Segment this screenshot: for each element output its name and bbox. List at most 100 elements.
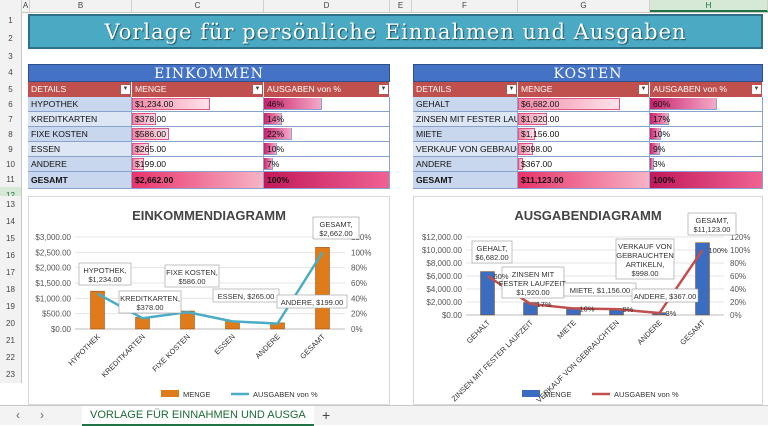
costs-header-details[interactable]: DETAILS ▼ <box>413 82 518 97</box>
row-label[interactable]: ESSEN <box>28 142 132 157</box>
row-header[interactable]: 6 <box>0 97 22 112</box>
table-row[interactable]: ANDERE $199.00 7% <box>28 157 390 172</box>
filter-dropdown-icon[interactable]: ▼ <box>253 85 262 94</box>
row-header[interactable]: 11 <box>0 172 22 187</box>
column-header-h[interactable]: H <box>650 0 768 12</box>
row-amount[interactable]: $378.00 <box>132 112 264 127</box>
row-label[interactable]: GEHALT <box>413 97 518 112</box>
income-header-amount[interactable]: MENGE ▼ <box>132 82 264 97</box>
filter-dropdown-icon[interactable]: ▼ <box>639 85 648 94</box>
sheet-tab-active[interactable]: VORLAGE FÜR EINNAHMEN UND AUSGA <box>82 406 314 426</box>
row-header[interactable]: 10 <box>0 157 22 172</box>
row-header[interactable]: 5 <box>0 82 22 97</box>
column-header-b[interactable]: B <box>30 0 132 12</box>
row-amount[interactable]: $1,234.00 <box>132 97 264 112</box>
row-header[interactable]: 14 <box>0 213 22 230</box>
row-amount[interactable]: $367.00 <box>518 157 650 172</box>
row-header[interactable]: 23 <box>0 366 22 383</box>
row-percent[interactable]: 22% <box>264 127 390 142</box>
row-header[interactable]: 16 <box>0 247 22 264</box>
row-header[interactable]: 2 <box>0 29 22 49</box>
row-percent[interactable]: 17% <box>650 112 763 127</box>
filter-dropdown-icon[interactable]: ▼ <box>507 85 516 94</box>
row-header[interactable]: 8 <box>0 127 22 142</box>
column-header-a[interactable]: A <box>22 0 30 12</box>
row-amount[interactable]: $265.00 <box>132 142 264 157</box>
row-percent[interactable]: 10% <box>264 142 390 157</box>
row-amount[interactable]: $1,156.00 <box>518 127 650 142</box>
row-header[interactable]: 13 <box>0 196 22 213</box>
percent-databar <box>650 143 661 155</box>
table-row[interactable]: FIXE KOSTEN $586.00 22% <box>28 127 390 142</box>
income-total-percent[interactable]: 100% <box>264 172 390 189</box>
row-header[interactable]: 20 <box>0 315 22 332</box>
costs-chart[interactable]: AUSGABENDIAGRAMM $0.00 $2,000.00 $4,000.00 $… <box>413 196 763 405</box>
costs-total-amount[interactable]: $11,123.00 <box>518 172 650 189</box>
row-percent[interactable]: 14% <box>264 112 390 127</box>
next-sheet-icon[interactable]: › <box>40 408 44 422</box>
table-row[interactable]: VERKAUF VON GEBRAUCHTEN ARTIKELN$998.00 9… <box>413 142 763 157</box>
costs-total-row[interactable]: GESAMT $11,123.00 100% <box>413 172 763 189</box>
add-sheet-button[interactable]: + <box>322 407 331 423</box>
row-label[interactable]: KREDITKARTEN <box>28 112 132 127</box>
income-header-details[interactable]: DETAILS ▼ <box>28 82 132 97</box>
row-label[interactable]: MIETE <box>413 127 518 142</box>
income-chart[interactable]: EINKOMMENDIAGRAMM $0.00 $500.00 $1,000.00 $1… <box>28 196 390 405</box>
row-header[interactable]: 18 <box>0 281 22 298</box>
table-row[interactable]: MIETE $1,156.00 10% <box>413 127 763 142</box>
select-all-corner[interactable] <box>0 0 22 12</box>
row-label[interactable]: HYPOTHEK <box>28 97 132 112</box>
row-percent[interactable]: 60% <box>650 97 763 112</box>
costs-header-percent[interactable]: AUSGABEN von % ▼ <box>650 82 763 97</box>
filter-dropdown-icon[interactable]: ▼ <box>752 85 761 94</box>
prev-sheet-icon[interactable]: ‹ <box>16 408 20 422</box>
column-header-f[interactable]: F <box>412 0 518 12</box>
y2-tick-label: 100% <box>730 246 750 255</box>
row-amount[interactable]: $6,682.00 <box>518 97 650 112</box>
costs-total-percent[interactable]: 100% <box>650 172 763 189</box>
row-percent[interactable]: 10% <box>650 127 763 142</box>
row-header[interactable]: 3 <box>0 49 22 64</box>
filter-dropdown-icon[interactable]: ▼ <box>121 85 130 94</box>
row-header[interactable]: 22 <box>0 349 22 366</box>
row-label[interactable]: VERKAUF VON GEBRAUCHTEN ARTIKELN <box>413 142 518 157</box>
row-label[interactable]: ANDERE <box>28 157 132 172</box>
row-amount[interactable]: $998.00 <box>518 142 650 157</box>
table-row[interactable]: KREDITKARTEN $378.00 14% <box>28 112 390 127</box>
row-header[interactable]: 17 <box>0 264 22 281</box>
row-amount[interactable]: $586.00 <box>132 127 264 142</box>
row-label[interactable]: FIXE KOSTEN <box>28 127 132 142</box>
row-percent[interactable]: 3% <box>650 157 763 172</box>
row-header[interactable]: 7 <box>0 112 22 127</box>
row-amount[interactable]: $1,920.00 <box>518 112 650 127</box>
row-amount[interactable]: $199.00 <box>132 157 264 172</box>
row-percent[interactable]: 9% <box>650 142 763 157</box>
row-header[interactable]: 4 <box>0 64 22 82</box>
income-total-row[interactable]: GESAMT $2,662.00 100% <box>28 172 390 189</box>
column-header-g[interactable]: G <box>518 0 650 12</box>
table-row[interactable]: ESSEN $265.00 10% <box>28 142 390 157</box>
costs-header-amount[interactable]: MENGE ▼ <box>518 82 650 97</box>
row-percent[interactable]: 7% <box>264 157 390 172</box>
income-total-amount[interactable]: $2,662.00 <box>132 172 264 189</box>
income-header-percent[interactable]: AUSGABEN von % ▼ <box>264 82 390 97</box>
row-percent[interactable]: 46% <box>264 97 390 112</box>
costs-total-label[interactable]: GESAMT <box>413 172 518 189</box>
data-bar <box>480 271 495 316</box>
row-header[interactable]: 9 <box>0 142 22 157</box>
column-header-c[interactable]: C <box>132 0 264 12</box>
income-total-label[interactable]: GESAMT <box>28 172 132 189</box>
row-header[interactable]: 1 <box>0 12 22 29</box>
row-label[interactable]: ZINSEN MIT FESTER LAUFZEIT <box>413 112 518 127</box>
table-row[interactable]: ZINSEN MIT FESTER LAUFZEIT$1,920.00 17% <box>413 112 763 127</box>
column-header-d[interactable]: D <box>264 0 390 12</box>
row-header[interactable]: 15 <box>0 230 22 247</box>
table-row[interactable]: HYPOTHEK $1,234.00 46% <box>28 97 390 112</box>
column-header-e[interactable]: E <box>390 0 412 12</box>
row-label[interactable]: ANDERE <box>413 157 518 172</box>
table-row[interactable]: ANDERE $367.00 3% <box>413 157 763 172</box>
row-header[interactable]: 21 <box>0 332 22 349</box>
table-row[interactable]: GEHALT $6,682.00 60% <box>413 97 763 112</box>
row-header[interactable]: 19 <box>0 298 22 315</box>
filter-dropdown-icon[interactable]: ▼ <box>379 85 388 94</box>
